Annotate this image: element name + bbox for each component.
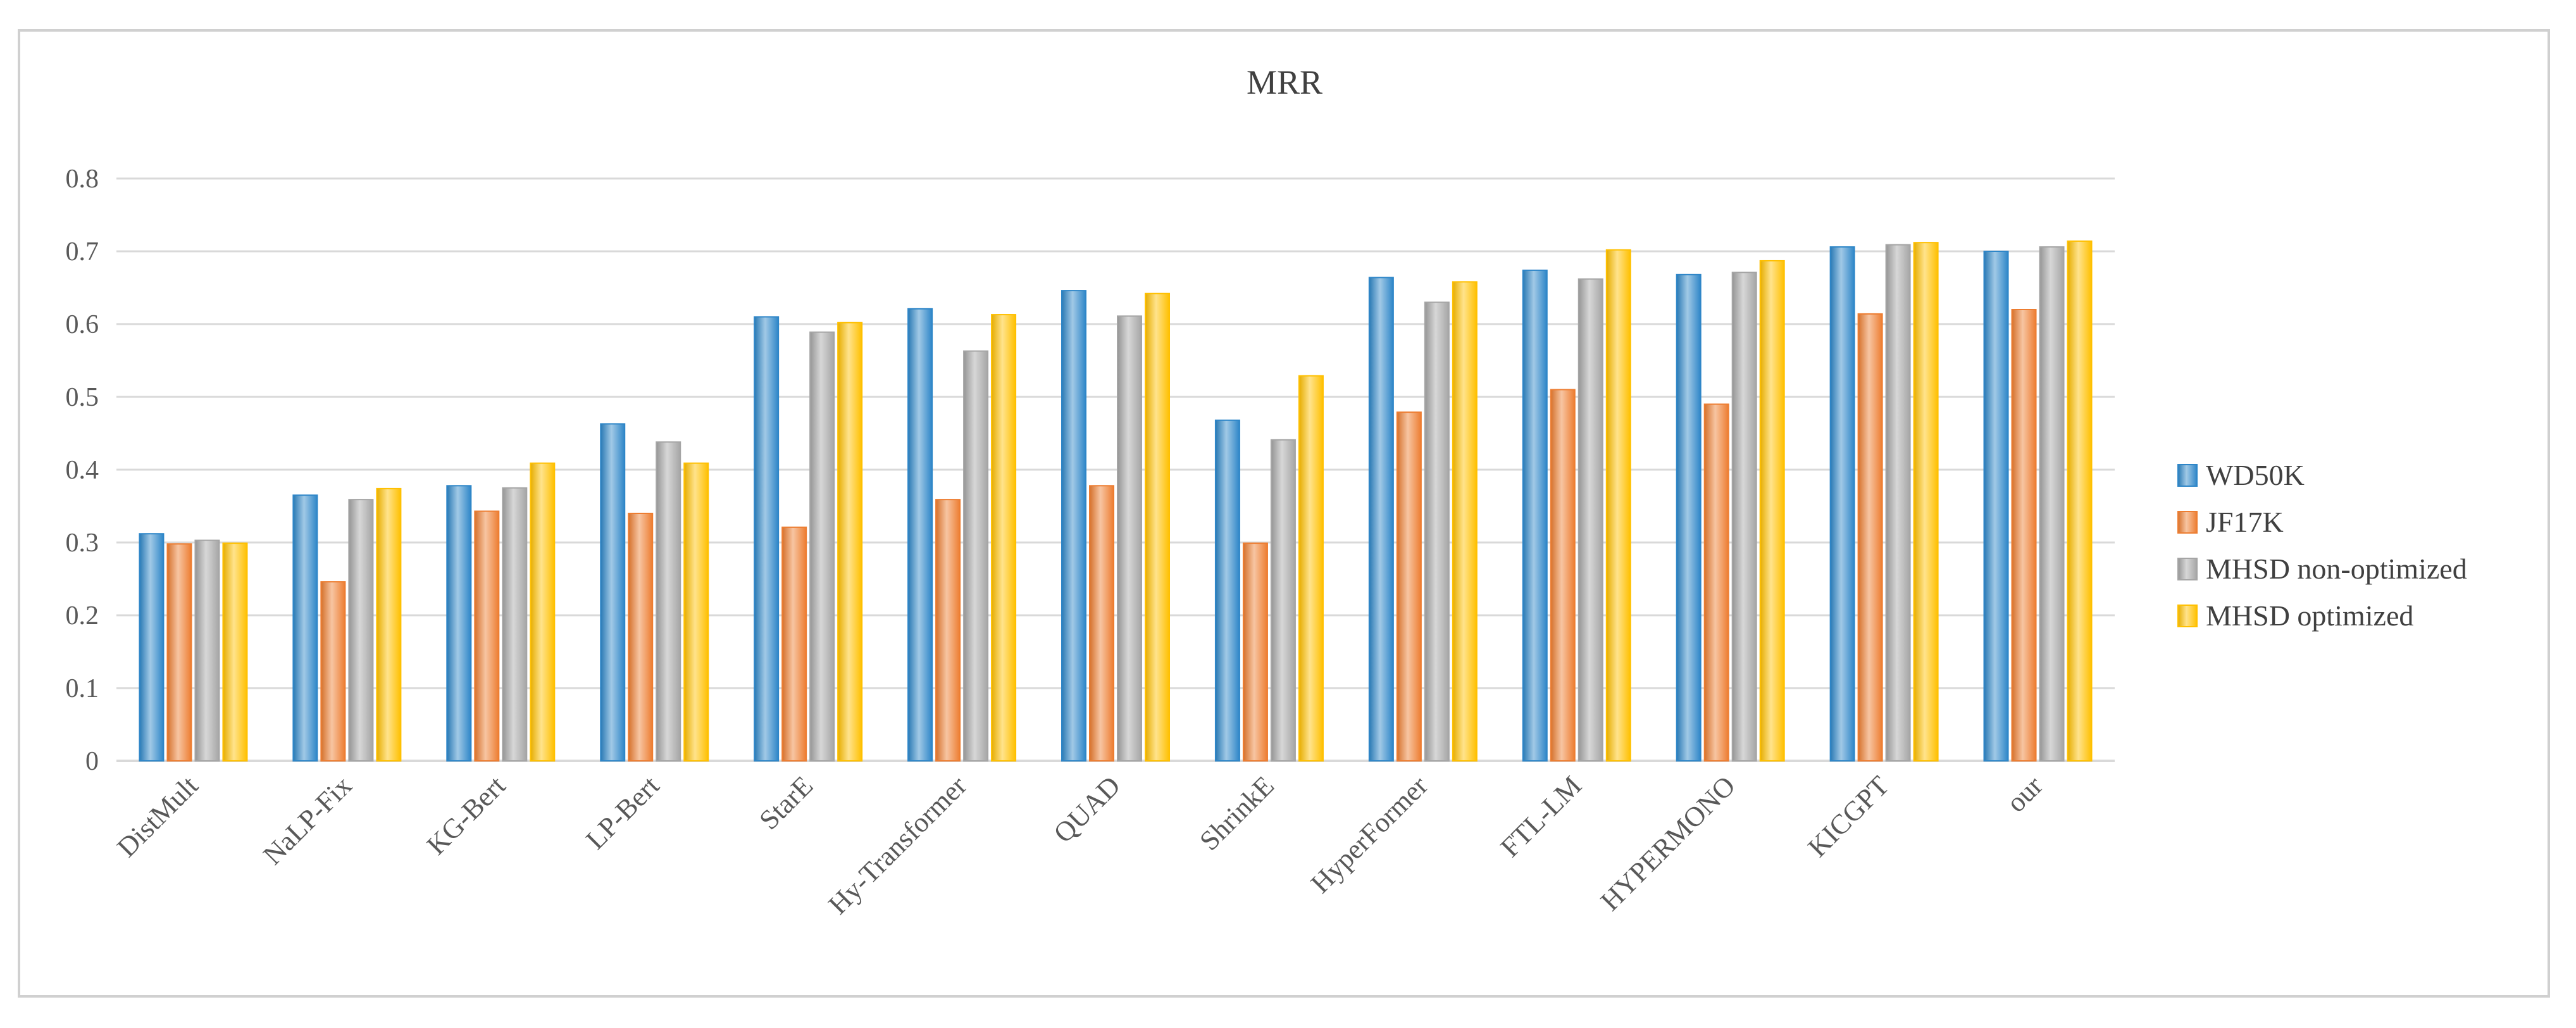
x-tick-label: HyperFormer: [1305, 770, 1434, 899]
legend-swatch-wd50k: [2177, 464, 2198, 487]
bar-hypermono-mhsd-optimized: [1759, 260, 1785, 762]
bar-ftl-lm-jf17k: [1550, 389, 1576, 762]
bar-ftl-lm-mhsd-optimized: [1605, 249, 1631, 762]
bar-hyperformer-mhsd-non-optimized: [1424, 301, 1450, 762]
y-tick-label: 0.8: [66, 165, 99, 194]
x-tick-label: QUAD: [1048, 770, 1127, 849]
legend-label-mhsd-optimized: MHSD optimized: [2206, 599, 2413, 632]
y-tick-label: 0.3: [66, 529, 99, 558]
bar-our-jf17k: [2011, 309, 2037, 762]
x-tick-label: FTL-LM: [1495, 770, 1588, 863]
legend-label-wd50k: WD50K: [2206, 459, 2305, 491]
bar-stare-wd50k: [754, 316, 780, 762]
bar-hy-transformer-mhsd-non-optimized: [963, 350, 989, 762]
bar-stare-jf17k: [781, 526, 807, 762]
bar-hy-transformer-wd50k: [907, 308, 933, 762]
legend-label-jf17k: JF17K: [2206, 506, 2284, 538]
bar-quad-wd50k: [1061, 290, 1086, 762]
bar-kicgpt-jf17k: [1857, 313, 1883, 762]
bar-shrinke-wd50k: [1214, 419, 1240, 762]
bar-lp-bert-mhsd-optimized: [683, 462, 709, 762]
y-tick-label: 0.6: [66, 310, 99, 339]
legend: WD50K JF17K MHSD non-optimized MHSD optimiz…: [2177, 459, 2467, 632]
bar-kg-bert-jf17k: [474, 510, 500, 762]
chart-frame: MRR 0 0.1 0.2 0.3 0.4 0.5 0.6 0.7 0.8 DistMult Na…: [18, 29, 2550, 998]
bars: [139, 240, 2093, 762]
bar-nalp-fix-wd50k: [292, 494, 318, 762]
bar-hyperformer-jf17k: [1396, 411, 1422, 762]
bar-stare-mhsd-optimized: [837, 322, 863, 762]
bar-our-mhsd-non-optimized: [2039, 246, 2065, 762]
bar-kg-bert-mhsd-optimized: [530, 462, 556, 762]
bar-hypermono-wd50k: [1676, 273, 1702, 762]
x-tick-label: ShrinkE: [1193, 770, 1280, 856]
legend-swatch-jf17k: [2177, 511, 2198, 534]
bar-lp-bert-jf17k: [628, 513, 654, 762]
bar-hypermono-mhsd-non-optimized: [1731, 272, 1757, 762]
bar-ftl-lm-wd50k: [1522, 269, 1548, 762]
bar-hy-transformer-mhsd-optimized: [991, 314, 1017, 762]
bar-shrinke-jf17k: [1242, 542, 1268, 762]
x-tick-label: NaLP-Fix: [257, 770, 358, 870]
x-tick-label: our: [2000, 770, 2048, 818]
bar-hypermono-jf17k: [1703, 403, 1729, 762]
bar-ftl-lm-mhsd-non-optimized: [1577, 278, 1603, 762]
y-tick-label: 0: [85, 747, 99, 776]
legend-label-mhsd-non-optimized: MHSD non-optimized: [2206, 553, 2467, 585]
mrr-bar-chart: MRR 0 0.1 0.2 0.3 0.4 0.5 0.6 0.7 0.8 DistMult Na…: [66, 63, 2467, 920]
bar-lp-bert-mhsd-non-optimized: [656, 441, 681, 762]
bar-quad-mhsd-non-optimized: [1117, 315, 1142, 762]
bar-nalp-fix-jf17k: [320, 581, 346, 762]
bar-distmult-jf17k: [166, 543, 192, 762]
x-tick-label: StarE: [753, 770, 819, 836]
y-tick-label: 0.5: [66, 383, 99, 412]
x-tick-label: LP-Bert: [580, 770, 665, 855]
bar-nalp-fix-mhsd-non-optimized: [348, 499, 374, 762]
bar-kicgpt-mhsd-non-optimized: [1885, 244, 1911, 762]
bar-hy-transformer-jf17k: [935, 499, 961, 762]
legend-swatch-mhsd-optimized: [2177, 605, 2198, 627]
x-tick-label: KICGPT: [1802, 770, 1895, 863]
bar-nalp-fix-mhsd-optimized: [376, 487, 402, 762]
legend-swatch-mhsd-non-optimized: [2177, 558, 2198, 580]
bar-distmult-mhsd-non-optimized: [194, 539, 220, 762]
bar-distmult-mhsd-optimized: [222, 542, 248, 762]
x-tick-label: KG-Bert: [421, 770, 512, 861]
bar-stare-mhsd-non-optimized: [809, 331, 835, 762]
y-tick-label: 0.4: [66, 456, 99, 485]
bar-kicgpt-wd50k: [1829, 246, 1855, 762]
bar-kg-bert-wd50k: [446, 485, 472, 762]
bar-quad-jf17k: [1089, 485, 1114, 762]
bar-kg-bert-mhsd-non-optimized: [502, 487, 528, 762]
bar-kicgpt-mhsd-optimized: [1913, 242, 1939, 762]
y-tick-label: 0.1: [66, 674, 99, 703]
bar-shrinke-mhsd-optimized: [1298, 375, 1324, 762]
bar-distmult-wd50k: [139, 533, 165, 762]
x-tick-label: DistMult: [111, 770, 204, 863]
gridlines: [116, 177, 2115, 762]
bar-lp-bert-wd50k: [600, 423, 626, 762]
bar-hyperformer-mhsd-optimized: [1452, 281, 1478, 762]
chart-title: MRR: [1247, 63, 1322, 101]
y-tick-label: 0.2: [66, 601, 99, 630]
x-tick-label: HYPERMONO: [1595, 770, 1741, 917]
bar-shrinke-mhsd-non-optimized: [1270, 439, 1296, 762]
bar-hyperformer-wd50k: [1368, 277, 1394, 762]
x-axis-ticks: DistMult NaLP-Fix KG-Bert LP-Bert StarE Hy-Tr…: [111, 770, 2049, 920]
bar-our-mhsd-optimized: [2067, 240, 2093, 762]
y-tick-label: 0.7: [66, 237, 99, 266]
y-axis-ticks: 0 0.1 0.2 0.3 0.4 0.5 0.6 0.7 0.8: [66, 165, 99, 776]
bar-our-wd50k: [1983, 251, 2009, 762]
bar-quad-mhsd-optimized: [1145, 292, 1170, 762]
x-tick-label: Hy-Transformer: [823, 770, 973, 920]
